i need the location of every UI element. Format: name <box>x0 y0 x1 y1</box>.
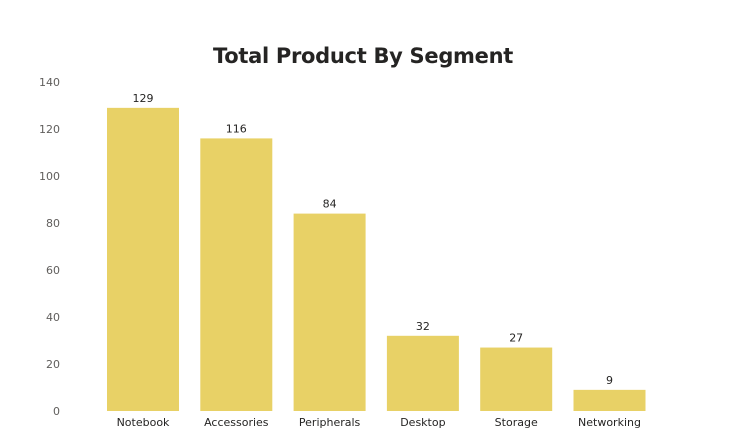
bar-notebook <box>107 107 179 411</box>
y-tick-label: 20 <box>46 358 60 371</box>
x-tick-label: Peripherals <box>299 416 361 429</box>
y-tick-label: 60 <box>46 264 60 277</box>
chart-title: Total Product By Segment <box>213 44 513 68</box>
y-tick-label: 120 <box>39 123 60 136</box>
bar-peripherals <box>293 213 366 411</box>
x-tick-label: Accessories <box>204 416 269 429</box>
bar-storage <box>480 347 553 411</box>
data-label: 27 <box>509 332 523 345</box>
x-tick-label: Networking <box>578 416 641 429</box>
y-tick-label: 80 <box>46 217 60 230</box>
bar-desktop <box>386 335 459 411</box>
y-tick-label: 0 <box>53 405 60 418</box>
x-tick-label: Notebook <box>117 416 170 429</box>
x-tick-label: Desktop <box>400 416 445 429</box>
y-tick-label: 100 <box>39 170 60 183</box>
data-label: 116 <box>226 122 247 135</box>
y-tick-label: 140 <box>39 76 60 89</box>
y-tick-label: 40 <box>46 311 60 324</box>
data-label: 129 <box>133 92 154 105</box>
data-label: 84 <box>323 198 337 211</box>
data-label: 9 <box>606 374 613 387</box>
data-label: 32 <box>416 320 430 333</box>
bar-networking <box>573 389 646 411</box>
x-tick-label: Storage <box>495 416 538 429</box>
bar-accessories <box>200 138 273 411</box>
